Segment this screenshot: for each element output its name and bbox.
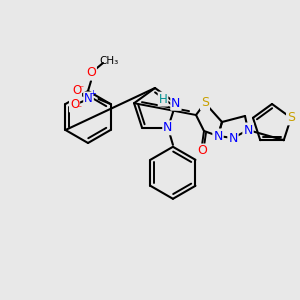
Text: CH₃: CH₃ [99, 56, 119, 66]
Text: ⁻: ⁻ [78, 84, 83, 94]
Text: O: O [70, 98, 79, 112]
Text: N: N [163, 121, 172, 134]
Text: N: N [171, 97, 181, 110]
Text: O: O [72, 85, 81, 98]
Text: H: H [159, 93, 167, 106]
Text: N: N [228, 131, 238, 145]
Text: S: S [201, 97, 209, 110]
Text: S: S [287, 111, 295, 124]
Text: +: + [89, 89, 96, 98]
Text: N: N [243, 124, 253, 136]
Text: ⁻: ⁻ [76, 104, 81, 114]
Text: O: O [86, 67, 96, 80]
Text: N: N [213, 130, 223, 142]
Text: O: O [197, 145, 207, 158]
Text: N: N [84, 92, 93, 106]
